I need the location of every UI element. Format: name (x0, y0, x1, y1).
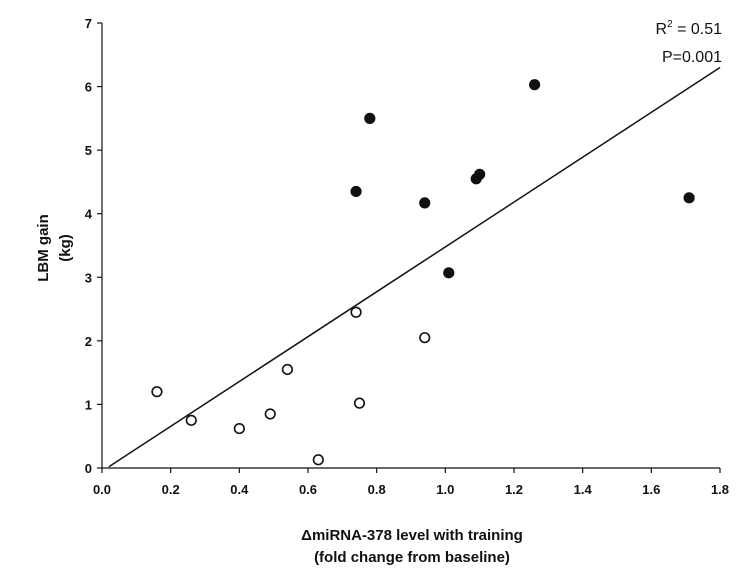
y-tick-label: 5 (85, 143, 92, 158)
open-data-point (312, 454, 324, 466)
filled-data-point (443, 267, 455, 279)
r-squared-exponent: 2 (667, 19, 673, 30)
x-tick-label: 0.4 (230, 482, 249, 497)
y-tick-label: 3 (85, 270, 92, 285)
x-tick-label: 1.8 (711, 482, 729, 497)
open-data-point (419, 332, 431, 344)
x-tick-label: 0.0 (93, 482, 111, 497)
y-tick-label: 7 (85, 16, 92, 31)
y-tick-label: 0 (85, 461, 92, 476)
open-data-point (264, 408, 276, 420)
x-tick-label: 1.6 (642, 482, 660, 497)
y-axis-label-line1: LBM gain (35, 214, 52, 282)
open-data-point (185, 414, 197, 426)
r-squared-prefix: R (656, 21, 668, 38)
x-tick-label: 0.8 (368, 482, 386, 497)
r-squared-value: = 0.51 (673, 21, 722, 38)
filled-data-point (474, 168, 486, 180)
open-data-point (353, 397, 366, 409)
open-data-point (151, 386, 163, 398)
fit-line-layer (108, 66, 721, 468)
regression-line (108, 66, 721, 468)
y-tick-label: 2 (85, 334, 92, 349)
filled-data-point (528, 79, 541, 91)
p-value-label: P=0.001 (662, 49, 722, 66)
y-tick-label: 6 (85, 80, 92, 95)
filled-data-point (419, 197, 431, 209)
r-squared-label: R2 = 0.51 (656, 19, 723, 38)
open-data-point (281, 363, 294, 376)
filled-data-point (350, 185, 362, 198)
open-data-point (233, 422, 245, 435)
axes: 0 1 2 3 4 5 6 7 0.0 0.2 0.4 0.6 0.8 1.0 1.2 1.4 1.6 1.8 (85, 16, 729, 497)
y-tick-label: 1 (85, 397, 92, 412)
x-axis-label-line1: ΔmiRNA-378 level with training (301, 527, 523, 544)
chart-text: R2 = 0.51 P=0.001 ΔmiRNA-378 level with … (35, 19, 722, 566)
x-tick-label: 1.4 (574, 482, 593, 497)
x-axis-label-line2: (fold change from baseline) (314, 549, 510, 566)
y-axis-label-line2: (kg) (57, 234, 74, 262)
x-tick-label: 1.0 (436, 482, 454, 497)
x-tick-label: 0.6 (299, 482, 317, 497)
filled-data-point (683, 192, 695, 204)
data-points (151, 79, 695, 466)
filled-data-point (364, 112, 376, 124)
x-tick-label: 1.2 (505, 482, 523, 497)
open-data-point (350, 306, 362, 318)
x-tick-label: 0.2 (162, 482, 180, 497)
y-tick-label: 4 (85, 207, 93, 222)
